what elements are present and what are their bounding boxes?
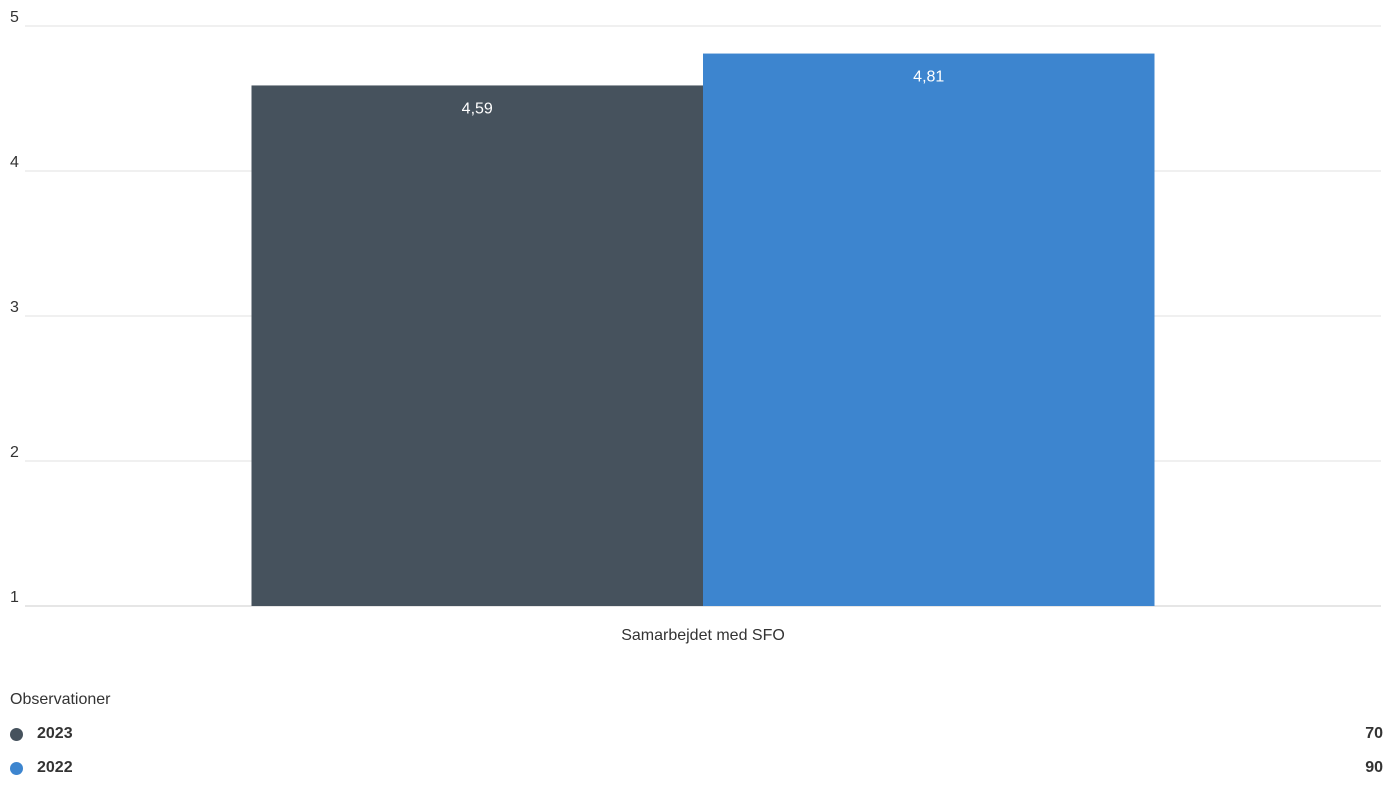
bar-value-labels: 4,59 4,81: [462, 69, 945, 118]
x-axis-categories: Samarbejdet med SFO: [621, 627, 785, 644]
bar-2022: [703, 53, 1155, 607]
legend-dot-icon: [10, 727, 23, 741]
observation-row: 2023 70: [10, 722, 1383, 746]
y-tick-label: 5: [10, 9, 19, 26]
bar-chart: 1 2 3 4 5 4,59 4,81 Samarbejdet med SFO: [10, 9, 1381, 644]
observation-count: 70: [1365, 725, 1383, 742]
x-category-label: Samarbejdet med SFO: [621, 627, 785, 644]
bar-2023: [251, 85, 703, 606]
y-tick-label: 2: [10, 444, 19, 461]
observation-series-name: 2022: [37, 759, 73, 776]
y-axis-ticks: 1 2 3 4 5: [10, 9, 19, 606]
y-tick-label: 1: [10, 589, 19, 606]
y-tick-label: 4: [10, 154, 19, 171]
observation-row: 2022 90: [10, 756, 1383, 780]
legend-dot-icon: [10, 761, 23, 775]
bar-value-label: 4,81: [913, 69, 944, 86]
observation-count: 90: [1365, 759, 1383, 776]
y-tick-label: 3: [10, 299, 19, 316]
bar-value-label: 4,59: [462, 100, 493, 117]
observations-title: Observationer: [10, 691, 111, 708]
observations-legend: Observationer 2023 70 2022 90: [10, 688, 1383, 780]
bars: [251, 53, 1155, 607]
observation-series-name: 2023: [37, 725, 73, 742]
